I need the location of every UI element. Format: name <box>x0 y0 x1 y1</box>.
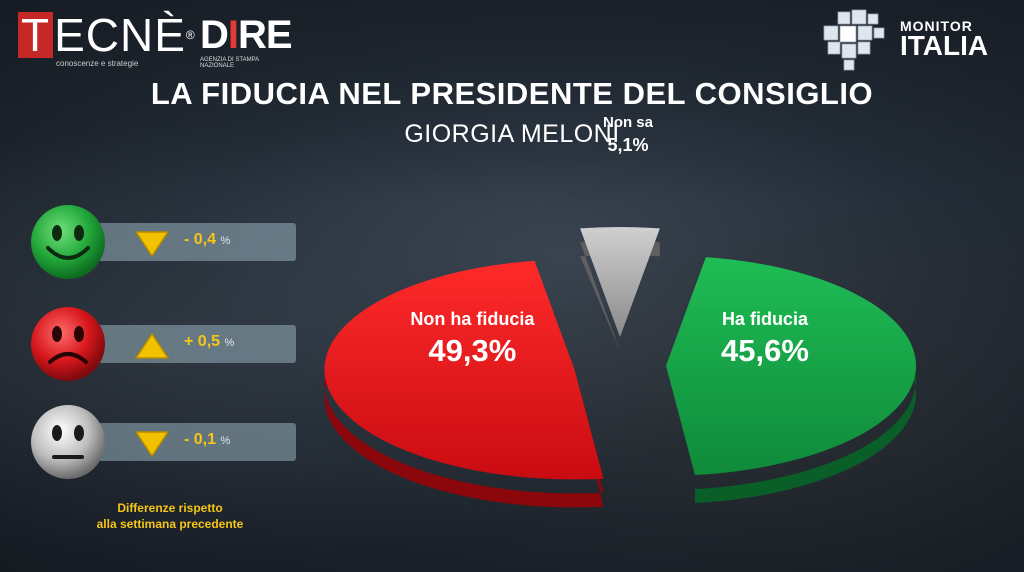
differences-note: Differenze rispetto alla settimana prece… <box>60 500 280 532</box>
note-line-1: Differenze rispetto <box>117 501 223 515</box>
dire-logo-tagline: AGENZIA DI STAMPA NAZIONALE <box>200 57 259 69</box>
gray-neutral-icon <box>31 405 105 479</box>
difference-row-non-ha-fiducia: + 0,5 % <box>28 304 296 384</box>
green-smiley-icon <box>31 205 105 279</box>
pie-slice-non-ha-fiducia <box>324 260 604 480</box>
dire-logo-word: DIRE <box>200 13 293 57</box>
pie-slice-non-sa <box>580 227 660 337</box>
pie-slice-ha-fiducia <box>665 257 916 475</box>
pie-slice-non-ha-fiducia-label: Non ha fiducia <box>410 309 535 329</box>
arrow-up-icon <box>134 332 170 359</box>
difference-bar <box>98 223 296 261</box>
difference-value: - 0,4 % <box>184 231 231 248</box>
tecne-logo-tagline: conoscenze e strategie <box>56 59 139 68</box>
monitor-logo-line1: MONITOR <box>900 18 973 34</box>
difference-row-ha-fiducia: - 0,4 % <box>28 202 296 282</box>
tecne-logo: TECNÈ® conoscenze e strategie <box>18 12 196 68</box>
pie-slice-non-sa-value: 5,1% <box>607 135 648 155</box>
cubes-icon <box>823 9 885 71</box>
page-title: LA FIDUCIA NEL PRESIDENTE DEL CONSIGLIO <box>150 76 874 111</box>
difference-row-non-sa: - 0,1 % <box>28 402 296 482</box>
difference-bar <box>98 423 296 461</box>
monitor-italia-logo: MONITOR ITALIA <box>814 8 1014 74</box>
difference-value: + 0,5 % <box>184 333 235 350</box>
difference-value: - 0,1 % <box>184 431 231 448</box>
arrow-down-icon <box>134 231 170 258</box>
arrow-down-icon <box>134 431 170 458</box>
red-frowny-icon <box>31 307 105 381</box>
monitor-logo-line2: ITALIA <box>900 30 989 61</box>
pie-slice-ha-fiducia-value: 45,6% <box>721 333 809 368</box>
tecne-logo-word: TECNÈ® <box>18 12 196 58</box>
difference-bar <box>98 325 296 363</box>
page-subtitle: GIORGIA MELONI <box>404 120 620 148</box>
dire-logo: DIRE AGENZIA DI STAMPA NAZIONALE <box>200 13 293 69</box>
pie-slice-non-sa-label: Non sa <box>603 114 654 131</box>
pie-slice-non-sa-side <box>580 241 660 351</box>
pie-slice-non-ha-fiducia-value: 49,3% <box>428 333 516 368</box>
note-line-2: alla settimana precedente <box>96 517 244 531</box>
pie-slice-ha-fiducia-label: Ha fiducia <box>722 309 809 329</box>
